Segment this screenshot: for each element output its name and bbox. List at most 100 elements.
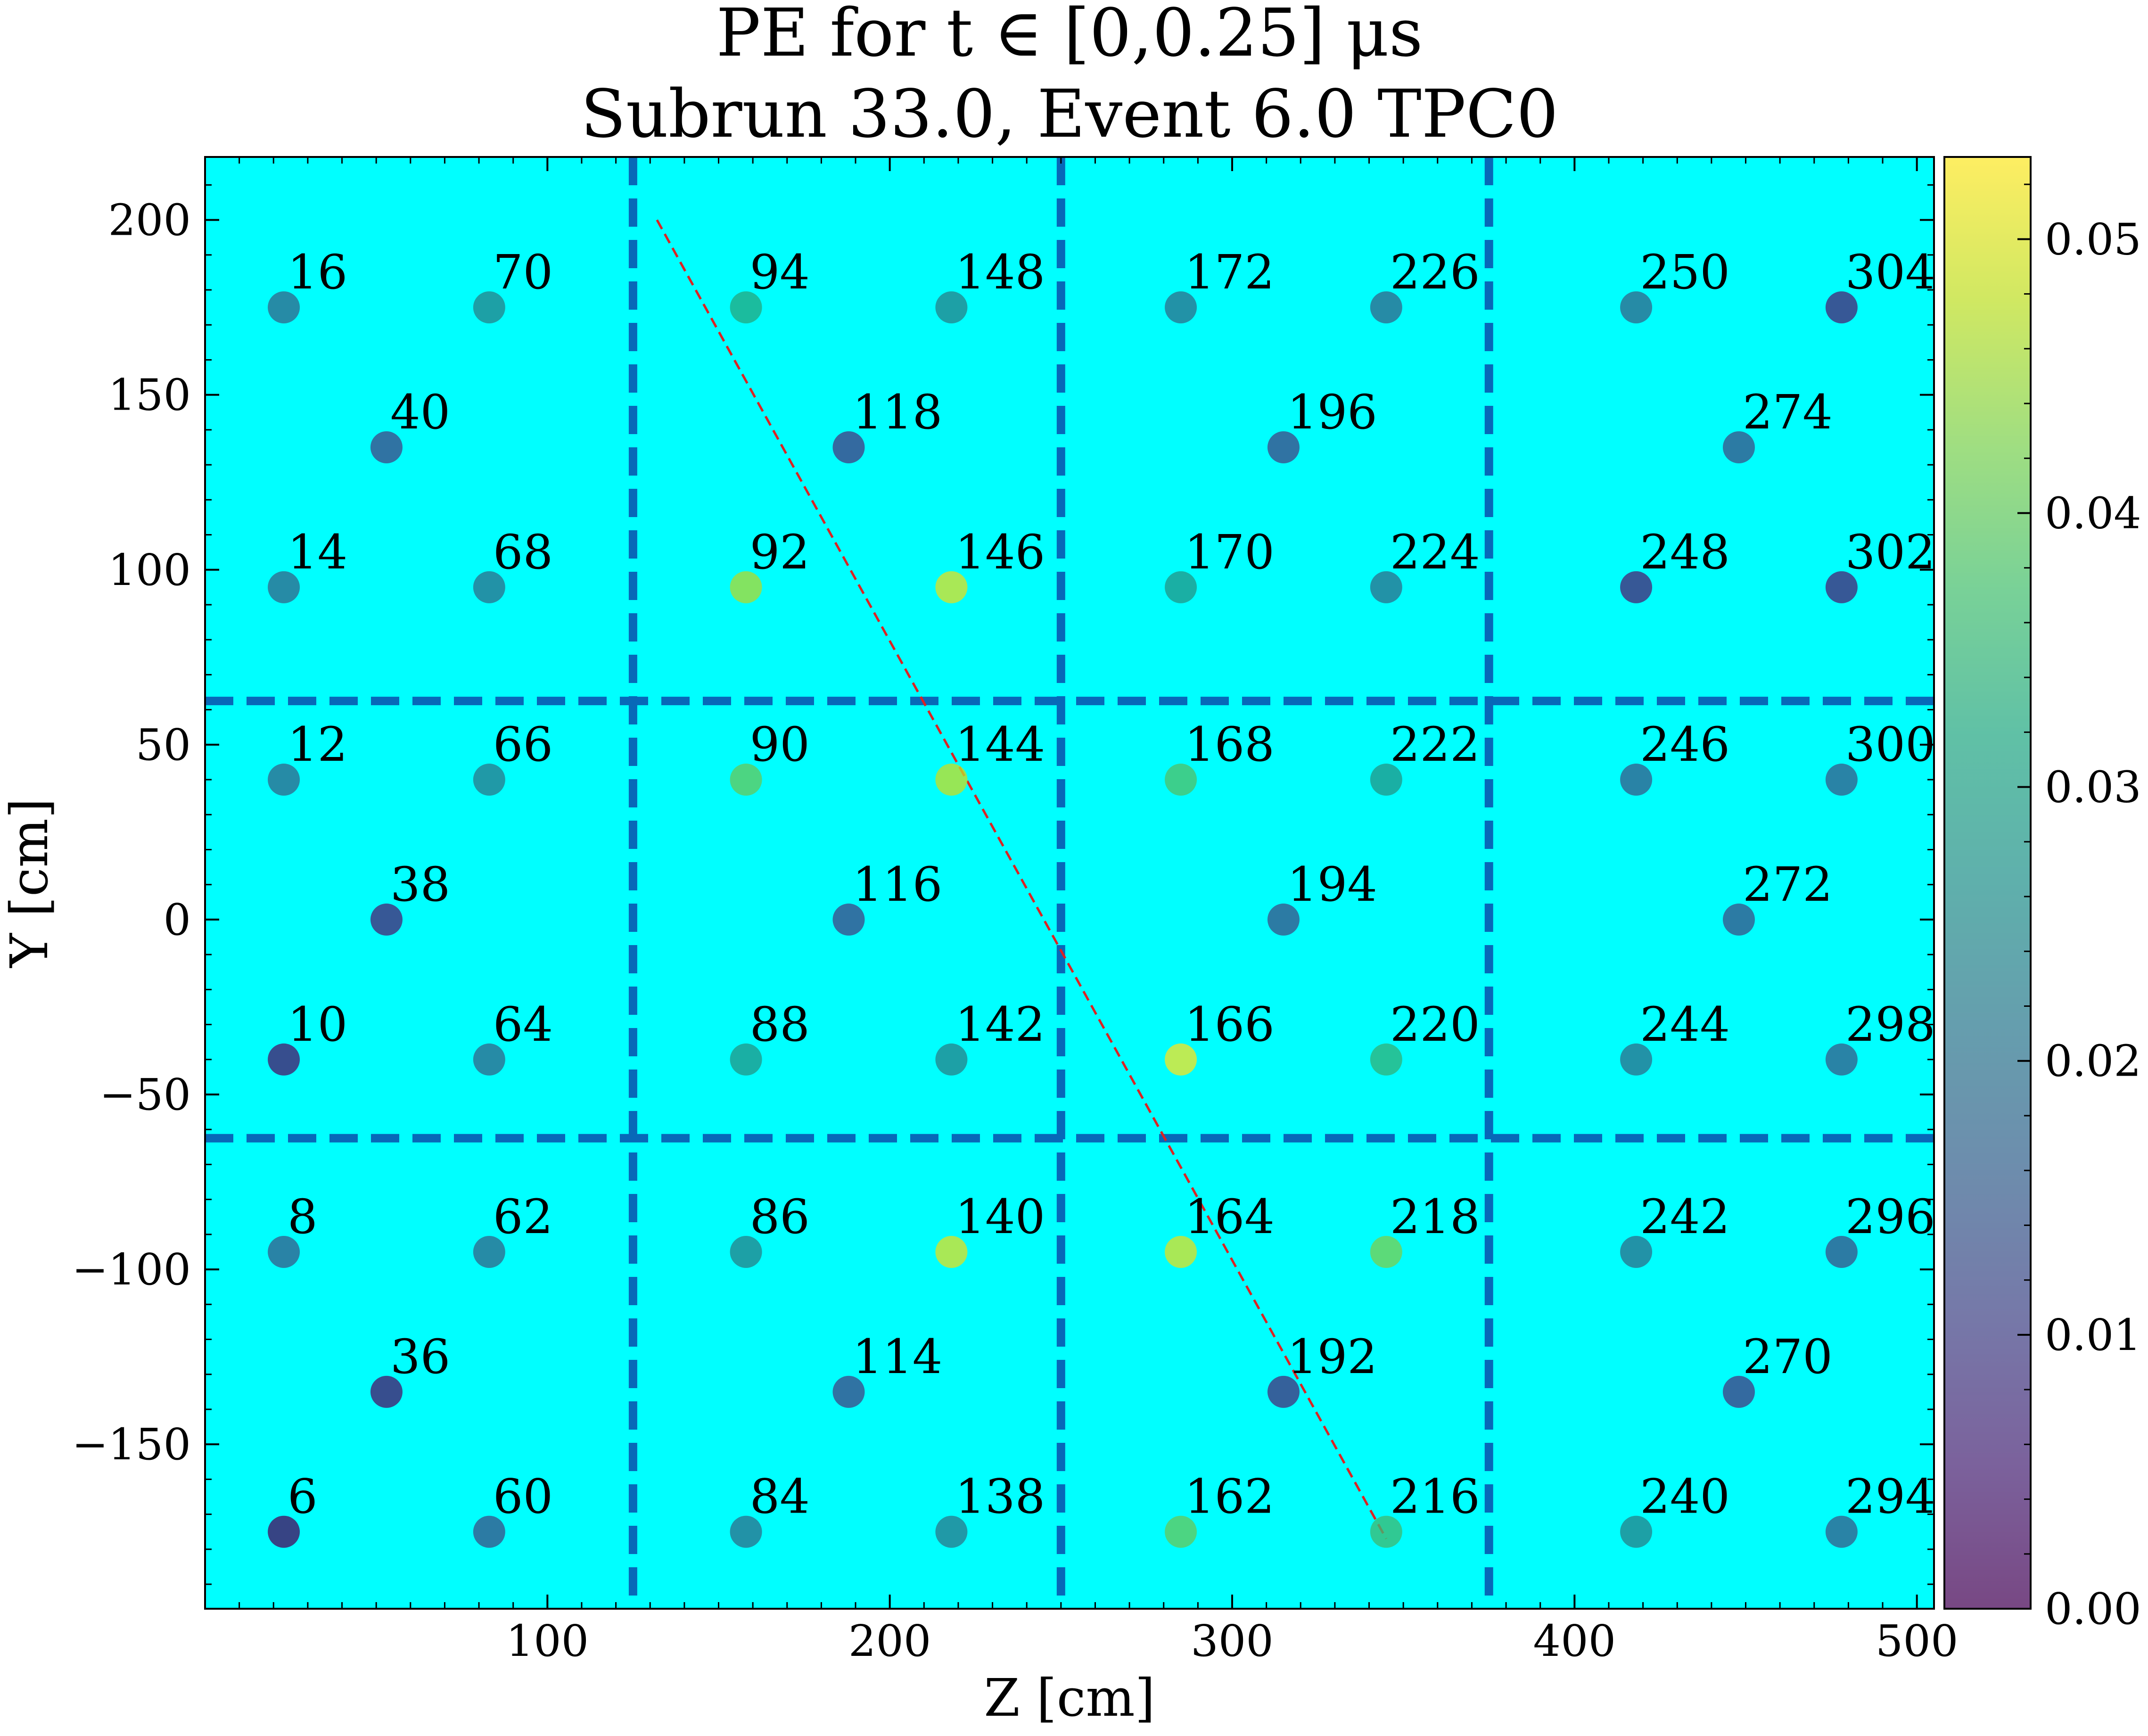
pmt-point xyxy=(268,1515,300,1548)
pmt-point xyxy=(832,903,865,936)
pmt-point xyxy=(1620,1515,1653,1548)
colorbar-tick-label: 0.01 xyxy=(2045,1310,2141,1360)
pmt-label: 6 xyxy=(288,1469,318,1524)
pmt-point xyxy=(832,1375,865,1408)
pmt-point xyxy=(268,764,300,796)
pmt-label: 16 xyxy=(288,245,347,300)
colorbar-tick-label: 0.03 xyxy=(2045,762,2141,813)
pmt-point xyxy=(473,1235,505,1268)
plot-frame xyxy=(204,156,1935,1610)
pmt-point xyxy=(730,1515,762,1548)
pmt-label: 172 xyxy=(1185,245,1275,300)
pmt-label: 302 xyxy=(1845,525,1935,580)
pmt-label: 40 xyxy=(390,385,450,440)
pmt-point xyxy=(730,1235,762,1268)
x-axis-label: Z [cm] xyxy=(984,1668,1155,1728)
pmt-label: 196 xyxy=(1287,385,1377,440)
pmt-label: 92 xyxy=(750,525,810,580)
y-tick-label: 200 xyxy=(108,195,191,246)
track-line xyxy=(656,219,1388,1539)
pmt-point xyxy=(473,571,505,603)
y-axis: −150 −100 −50 0 50 100 150 200 xyxy=(72,184,1934,1585)
chart-title-line1: PE for t ∈ [0,0.25] μs xyxy=(716,0,1423,72)
y-tick-label: −150 xyxy=(72,1419,191,1470)
pmt-point xyxy=(1825,571,1858,603)
pmt-point xyxy=(1825,1515,1858,1548)
pmt-label: 86 xyxy=(750,1189,810,1244)
pmt-label: 8 xyxy=(288,1189,318,1244)
pmt-point xyxy=(1370,1515,1402,1548)
pmt-point xyxy=(1165,764,1197,796)
pmt-point xyxy=(268,1235,300,1268)
pmt-label: 242 xyxy=(1640,1189,1730,1244)
pmt-label: 168 xyxy=(1185,717,1275,772)
pmt-point xyxy=(1370,571,1402,603)
chart-title-line2: Subrun 33.0, Event 6.0 TPC0 xyxy=(581,76,1558,153)
pmt-label: 146 xyxy=(955,525,1045,580)
y-tick-label: −100 xyxy=(72,1244,191,1295)
pmt-label: 94 xyxy=(750,245,810,300)
pmt-label: 68 xyxy=(493,525,553,580)
y-tick-label: 50 xyxy=(136,720,191,770)
pmt-label: 118 xyxy=(853,385,943,440)
colorbar-tick-label: 0.00 xyxy=(2045,1584,2141,1634)
pmt-point xyxy=(1722,903,1755,936)
pmt-point xyxy=(1620,291,1653,324)
pmt-label: 62 xyxy=(493,1189,553,1244)
pmt-point xyxy=(1620,1235,1653,1268)
pmt-point xyxy=(935,1043,968,1076)
pmt-point xyxy=(370,431,403,463)
colorbar-tick-label: 0.02 xyxy=(2045,1036,2141,1086)
pmt-label: 64 xyxy=(493,997,553,1052)
plot-background xyxy=(205,157,1934,1609)
y-axis-label: Y [cm] xyxy=(0,798,59,968)
pmt-label: 144 xyxy=(955,717,1045,772)
pmt-label: 218 xyxy=(1390,1189,1480,1244)
pmt-point xyxy=(832,431,865,463)
pmt-label: 246 xyxy=(1640,717,1730,772)
x-axis: 100 200 300 400 500 xyxy=(239,157,1959,1666)
pmt-label: 14 xyxy=(288,525,347,580)
pmt-label: 248 xyxy=(1640,525,1730,580)
pmt-label: 90 xyxy=(750,717,810,772)
y-tick-label: 100 xyxy=(108,545,191,595)
pmt-label: 226 xyxy=(1390,245,1480,300)
pmt-label: 296 xyxy=(1845,1189,1935,1244)
pmt-point xyxy=(935,571,968,603)
pmt-label: 140 xyxy=(955,1189,1045,1244)
pmt-label: 116 xyxy=(853,857,943,912)
colorbar-tick-label: 0.05 xyxy=(2045,214,2141,264)
pmt-label: 138 xyxy=(955,1469,1045,1524)
pmt-point xyxy=(730,571,762,603)
pmt-point xyxy=(935,291,968,324)
x-tick-label: 100 xyxy=(506,1616,589,1666)
track-group xyxy=(656,219,1388,1539)
pmt-point xyxy=(1825,291,1858,324)
pmt-label: 298 xyxy=(1845,997,1935,1052)
pmt-label: 194 xyxy=(1287,857,1377,912)
x-tick-label: 500 xyxy=(1876,1616,1959,1666)
pmt-point xyxy=(473,1043,505,1076)
pmt-point xyxy=(268,571,300,603)
y-tick-label: −50 xyxy=(99,1070,191,1120)
pmt-point xyxy=(1370,291,1402,324)
pmt-label: 272 xyxy=(1743,857,1833,912)
pmt-point xyxy=(1370,1235,1402,1268)
pmt-point xyxy=(730,291,762,324)
pmt-label: 170 xyxy=(1185,525,1275,580)
pmt-label: 222 xyxy=(1390,717,1480,772)
colorbar-tick-label: 0.04 xyxy=(2045,488,2141,538)
pmt-label: 36 xyxy=(390,1329,450,1384)
pmt-point xyxy=(1165,571,1197,603)
x-tick-label: 300 xyxy=(1191,1616,1274,1666)
pmt-label: 270 xyxy=(1743,1329,1833,1384)
pmt-label: 10 xyxy=(288,997,347,1052)
pmt-point xyxy=(1267,903,1300,936)
pmt-point xyxy=(935,1235,968,1268)
pmt-point xyxy=(1370,764,1402,796)
pmt-point xyxy=(1267,431,1300,463)
pmt-label: 60 xyxy=(493,1469,553,1524)
pmt-label: 164 xyxy=(1185,1189,1275,1244)
pmt-point xyxy=(1165,1515,1197,1548)
y-tick-label: 0 xyxy=(163,895,191,945)
